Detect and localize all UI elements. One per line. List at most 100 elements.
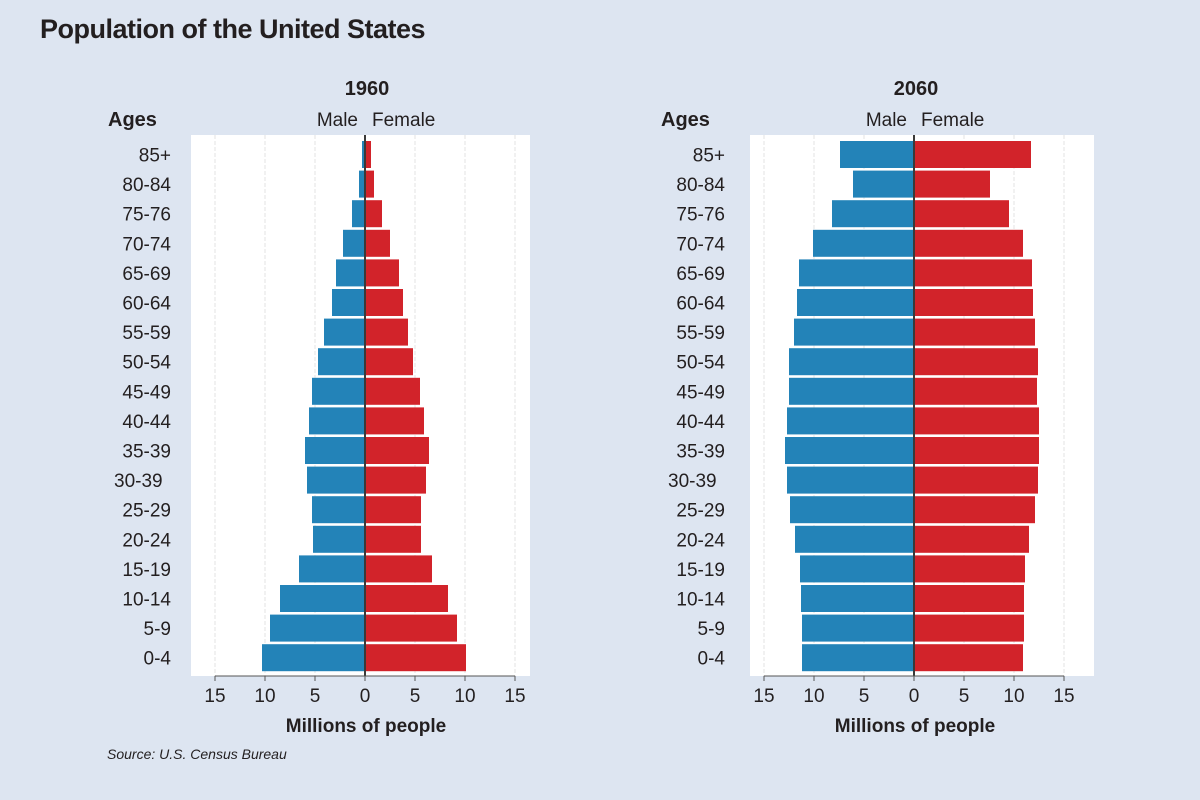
female-bar	[914, 170, 990, 198]
x-tick-label: 15	[1053, 686, 1074, 707]
age-label: 50-54	[122, 353, 171, 374]
female-bar	[365, 585, 448, 612]
male-bar	[801, 585, 914, 612]
age-label: 65-69	[676, 264, 725, 285]
x-tick-label: 0	[360, 686, 371, 707]
x-axis-label: Millions of people	[286, 716, 446, 737]
female-bar	[914, 585, 1024, 612]
male-bar	[318, 348, 365, 376]
female-bar	[914, 229, 1023, 257]
male-bar	[343, 229, 365, 257]
age-label: 40-44	[122, 412, 171, 433]
male-bar	[802, 614, 914, 642]
female-bar	[365, 614, 457, 642]
age-label: 80-84	[122, 175, 171, 196]
age-label: 20-24	[676, 530, 725, 551]
female-bar	[914, 348, 1038, 376]
female-bar	[365, 170, 374, 198]
age-label: 55-59	[676, 323, 725, 344]
female-bar	[365, 289, 403, 316]
x-tick-label: 10	[454, 686, 475, 707]
x-tick-label: 5	[310, 686, 321, 707]
panel-title: 1960	[345, 78, 390, 100]
male-bar	[305, 437, 365, 464]
female-bar	[914, 141, 1031, 168]
x-tick-label: 5	[859, 686, 870, 707]
male-bar	[307, 466, 365, 494]
male-bar	[795, 525, 914, 553]
male-bar	[336, 259, 365, 287]
age-label: 70-74	[122, 234, 171, 255]
female-bar	[365, 407, 424, 435]
male-bar	[270, 614, 365, 642]
age-label: 15-19	[122, 560, 171, 581]
x-tick-label: 0	[909, 686, 920, 707]
male-bar	[797, 289, 914, 316]
male-bar	[324, 318, 365, 346]
male-bar	[312, 496, 365, 524]
chart-title: Population of the United States	[40, 14, 426, 44]
female-bar	[914, 200, 1009, 228]
female-bar	[365, 466, 426, 494]
female-bar	[914, 466, 1038, 494]
male-bar	[800, 555, 914, 583]
female-bar	[914, 318, 1035, 346]
male-bar	[794, 318, 914, 346]
age-label: 45-49	[122, 382, 171, 403]
female-bar	[365, 644, 466, 672]
age-label: 60-64	[122, 294, 171, 315]
female-bar	[914, 496, 1035, 524]
male-bar	[790, 496, 914, 524]
female-bar	[365, 200, 382, 228]
age-label: 25-29	[676, 501, 725, 522]
female-bar	[914, 525, 1029, 553]
age-label: 75-76	[122, 205, 171, 226]
ages-header: Ages	[108, 109, 157, 131]
male-bar	[332, 289, 365, 316]
male-bar	[785, 437, 914, 464]
x-axis-label: Millions of people	[835, 716, 995, 737]
age-label: 10-14	[122, 590, 171, 611]
male-bar	[813, 229, 914, 257]
age-label: 30-39	[668, 471, 717, 492]
age-label: 70-74	[676, 234, 725, 255]
male-label: Male	[317, 110, 358, 131]
female-bar	[365, 318, 408, 346]
male-label: Male	[866, 110, 907, 131]
x-tick-label: 5	[410, 686, 421, 707]
source-note: Source: U.S. Census Bureau	[107, 746, 287, 762]
male-bar	[787, 466, 914, 494]
female-label: Female	[921, 110, 984, 131]
female-bar	[365, 259, 399, 287]
age-label: 50-54	[676, 353, 725, 374]
female-bar	[914, 644, 1023, 672]
plot-area	[191, 135, 530, 676]
male-bar	[359, 170, 365, 198]
female-label: Female	[372, 110, 435, 131]
female-bar	[365, 496, 421, 524]
female-bar	[914, 289, 1033, 316]
male-bar	[787, 407, 914, 435]
male-bar	[309, 407, 365, 435]
female-bar	[365, 555, 432, 583]
age-label: 15-19	[676, 560, 725, 581]
ages-header: Ages	[661, 109, 710, 131]
male-bar	[802, 644, 914, 672]
age-label: 0-4	[698, 649, 726, 670]
female-bar	[914, 437, 1039, 464]
age-label: 65-69	[122, 264, 171, 285]
age-label: 40-44	[676, 412, 725, 433]
female-bar	[914, 377, 1037, 405]
x-tick-label: 15	[753, 686, 774, 707]
x-tick-label: 5	[959, 686, 970, 707]
plot-area	[750, 135, 1094, 676]
male-bar	[789, 348, 914, 376]
x-tick-label: 15	[204, 686, 225, 707]
x-tick-label: 10	[254, 686, 275, 707]
male-bar	[352, 200, 365, 228]
age-label: 5-9	[144, 619, 171, 640]
